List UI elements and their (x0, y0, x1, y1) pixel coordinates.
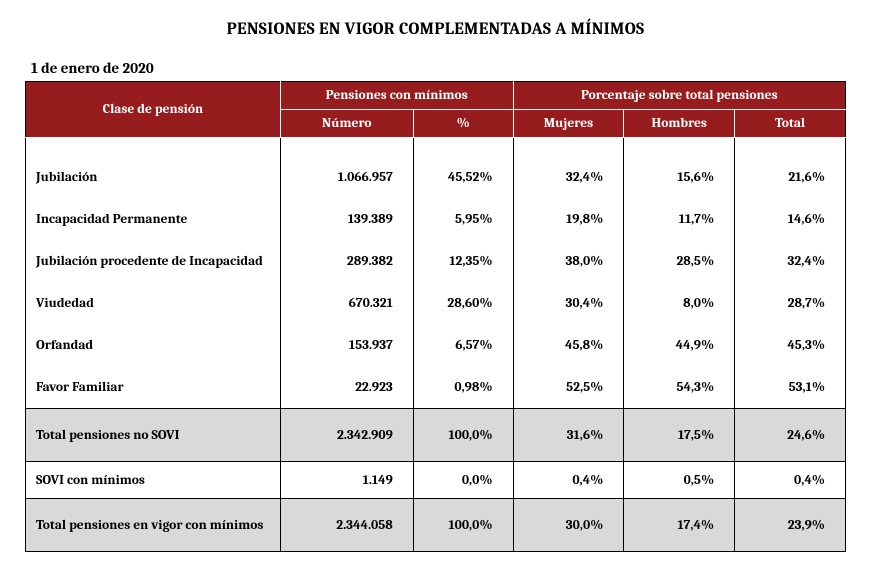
cell-pct: 0,98% (413, 366, 513, 409)
table-row: Jubilación 1.066.957 45,52% 32,4% 15,6% … (26, 156, 846, 198)
cell-label: Orfandad (26, 324, 281, 366)
cell-h: 15,6% (624, 156, 735, 198)
cell-label: Incapacidad Permanente (26, 198, 281, 240)
cell-t: 45,3% (735, 324, 846, 366)
cell-pct: 28,60% (413, 282, 513, 324)
cell-label: Jubilación (26, 156, 281, 198)
cell-num: 1.149 (280, 462, 413, 499)
cell-t: 32,4% (735, 240, 846, 282)
cell-t: 14,6% (735, 198, 846, 240)
th-total: Total (735, 110, 846, 138)
cell-t: 28,7% (735, 282, 846, 324)
cell-m: 31,6% (513, 409, 624, 462)
table-row: Jubilación procedente de Incapacidad 289… (26, 240, 846, 282)
cell-label: SOVI con mínimos (26, 462, 281, 499)
row-total-vigor: Total pensiones en vigor con mínimos 2.3… (26, 499, 846, 552)
cell-h: 0,5% (624, 462, 735, 499)
cell-m: 52,5% (513, 366, 624, 409)
cell-h: 54,3% (624, 366, 735, 409)
cell-num: 22.923 (280, 366, 413, 409)
th-hombres: Hombres (624, 110, 735, 138)
cell-label: Jubilación procedente de Incapacidad (26, 240, 281, 282)
th-group-pct: Porcentaje sobre total pensiones (513, 82, 845, 110)
cell-m: 0,4% (513, 462, 624, 499)
cell-h: 11,7% (624, 198, 735, 240)
table-header: Clase de pensión Pensiones con mínimos P… (26, 82, 846, 138)
cell-num: 2.342.909 (280, 409, 413, 462)
cell-pct: 5,95% (413, 198, 513, 240)
table-row: Favor Familiar 22.923 0,98% 52,5% 54,3% … (26, 366, 846, 409)
cell-m: 45,8% (513, 324, 624, 366)
cell-label: Total pensiones no SOVI (26, 409, 281, 462)
cell-pct: 0,0% (413, 462, 513, 499)
cell-h: 28,5% (624, 240, 735, 282)
cell-label: Favor Familiar (26, 366, 281, 409)
cell-h: 8,0% (624, 282, 735, 324)
table-row: Orfandad 153.937 6,57% 45,8% 44,9% 45,3% (26, 324, 846, 366)
cell-label: Total pensiones en vigor con mínimos (26, 499, 281, 552)
table-row: Viudedad 670.321 28,60% 30,4% 8,0% 28,7% (26, 282, 846, 324)
cell-m: 30,0% (513, 499, 624, 552)
page-title: PENSIONES EN VIGOR COMPLEMENTADAS A MÍNI… (25, 20, 846, 39)
th-pct: % (413, 110, 513, 138)
th-num: Número (280, 110, 413, 138)
cell-h: 17,5% (624, 409, 735, 462)
cell-pct: 100,0% (413, 499, 513, 552)
cell-t: 0,4% (735, 462, 846, 499)
table-row: Incapacidad Permanente 139.389 5,95% 19,… (26, 198, 846, 240)
cell-m: 32,4% (513, 156, 624, 198)
th-mujeres: Mujeres (513, 110, 624, 138)
cell-t: 24,6% (735, 409, 846, 462)
pensions-table: Clase de pensión Pensiones con mínimos P… (25, 81, 846, 552)
cell-num: 2.344.058 (280, 499, 413, 552)
cell-t: 53,1% (735, 366, 846, 409)
cell-num: 289.382 (280, 240, 413, 282)
cell-num: 139.389 (280, 198, 413, 240)
date-subtitle: 1 de enero de 2020 (31, 59, 846, 77)
th-class: Clase de pensión (26, 82, 281, 138)
cell-t: 23,9% (735, 499, 846, 552)
cell-num: 1.066.957 (280, 156, 413, 198)
cell-t: 21,6% (735, 156, 846, 198)
row-sovi: SOVI con mínimos 1.149 0,0% 0,4% 0,5% 0,… (26, 462, 846, 499)
cell-pct: 45,52% (413, 156, 513, 198)
cell-num: 153.937 (280, 324, 413, 366)
cell-label: Viudedad (26, 282, 281, 324)
cell-m: 38,0% (513, 240, 624, 282)
row-total-no-sovi: Total pensiones no SOVI 2.342.909 100,0%… (26, 409, 846, 462)
cell-h: 17,4% (624, 499, 735, 552)
cell-h: 44,9% (624, 324, 735, 366)
cell-num: 670.321 (280, 282, 413, 324)
cell-pct: 100,0% (413, 409, 513, 462)
th-group-min: Pensiones con mínimos (280, 82, 513, 110)
cell-m: 30,4% (513, 282, 624, 324)
cell-pct: 6,57% (413, 324, 513, 366)
cell-m: 19,8% (513, 198, 624, 240)
cell-pct: 12,35% (413, 240, 513, 282)
